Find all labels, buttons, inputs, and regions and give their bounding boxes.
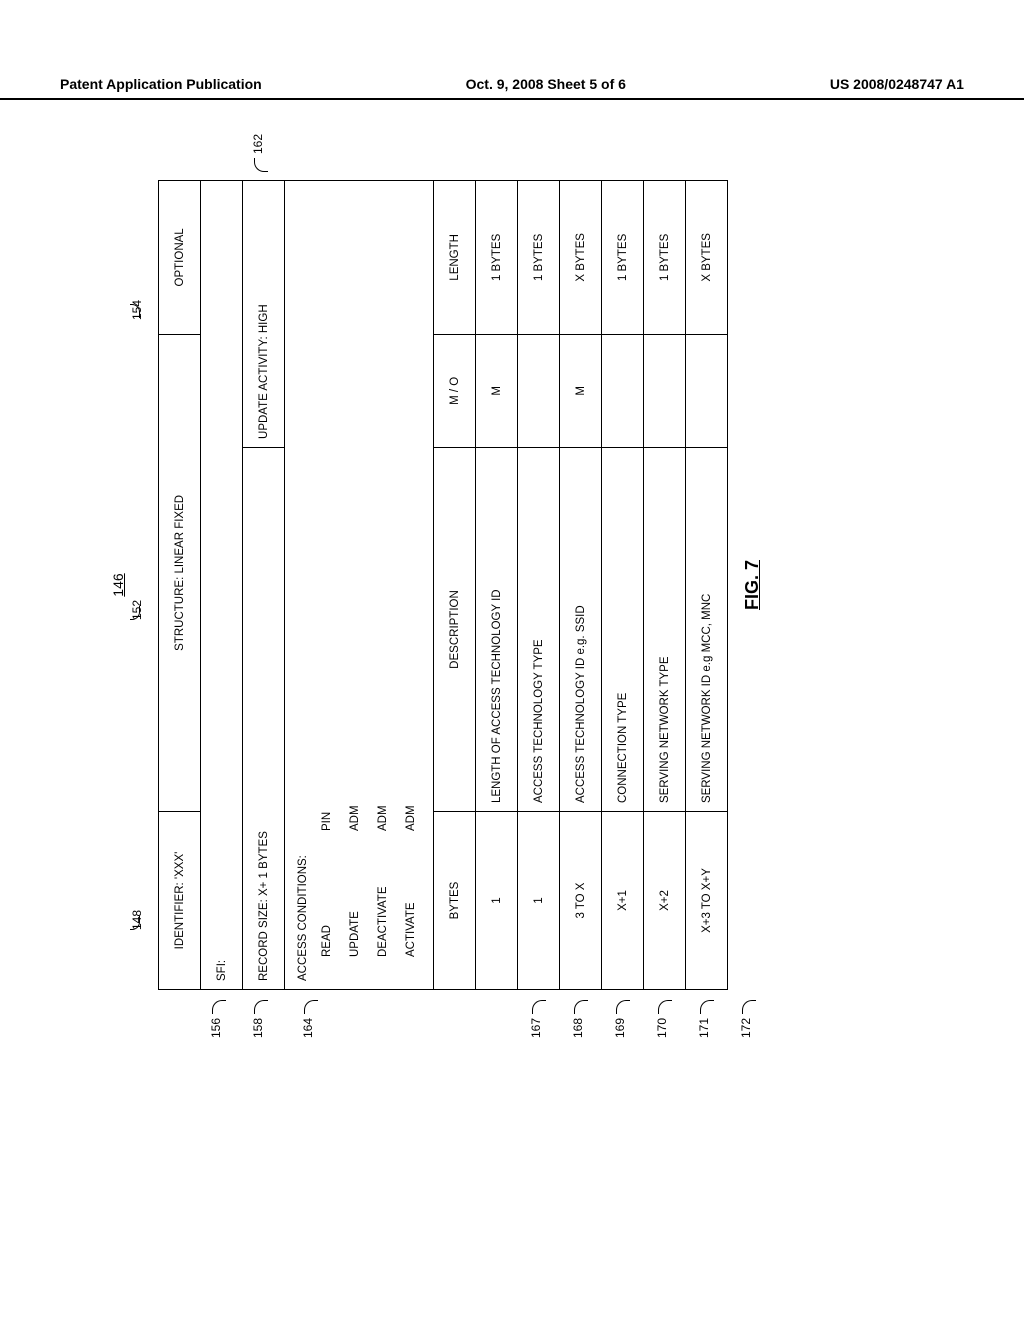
ref-172: 172 [739, 1018, 753, 1038]
figure-caption: FIG. 7 [742, 180, 763, 990]
cell-mo: M [560, 334, 602, 447]
cell-structure: STRUCTURE: LINEAR FIXED [159, 334, 201, 811]
hdr-mo: M / O [434, 334, 476, 447]
row-column-headers: BYTES DESCRIPTION M / O LENGTH [434, 181, 476, 990]
ef-table: IDENTIFIER: 'XXX' STRUCTURE: LINEAR FIXE… [158, 180, 728, 990]
access-activate-val: ADM [401, 631, 421, 831]
table-row: 1 ACCESS TECHNOLOGY TYPE 1 BYTES [518, 181, 560, 990]
ref-170: 170 [655, 1018, 669, 1038]
cell-update-activity: UPDATE ACTIVITY: HIGH [243, 181, 285, 448]
header-right: US 2008/0248747 A1 [830, 76, 964, 92]
ref-156: 156 [209, 1018, 223, 1038]
row-record-size: RECORD SIZE: X+ 1 BYTES UPDATE ACTIVITY:… [243, 181, 285, 990]
row-access-conditions: ACCESS CONDITIONS: READPIN UPDATEADM DEA… [285, 181, 434, 990]
cell-desc: SERVING NETWORK TYPE [644, 447, 686, 811]
access-read-label: READ [317, 831, 337, 981]
ref-171: 171 [697, 1018, 711, 1038]
access-title: ACCESS CONDITIONS: [293, 189, 313, 981]
hdr-bytes: BYTES [434, 812, 476, 990]
table-row: X+2 SERVING NETWORK TYPE 1 BYTES [644, 181, 686, 990]
figure-7: 146 148 152 154 156 158 164 167 168 169 … [110, 180, 763, 990]
access-update-val: ADM [345, 631, 365, 831]
ref-162: 162 [251, 134, 265, 154]
hdr-description: DESCRIPTION [434, 447, 476, 811]
table-row: X+1 CONNECTION TYPE 1 BYTES [602, 181, 644, 990]
cell-bytes: X+3 TO X+Y [686, 812, 728, 990]
header-left: Patent Application Publication [60, 76, 262, 92]
cell-mo [518, 334, 560, 447]
ref-148: 148 [130, 910, 144, 930]
row-sfi: SFI: [201, 181, 243, 990]
hdr-length: LENGTH [434, 181, 476, 335]
cell-sfi: SFI: [201, 181, 243, 990]
cell-bytes: 1 [476, 812, 518, 990]
cell-bytes: 1 [518, 812, 560, 990]
row-identifier: IDENTIFIER: 'XXX' STRUCTURE: LINEAR FIXE… [159, 181, 201, 990]
ref-164: 164 [301, 1018, 315, 1038]
cell-len: 1 BYTES [602, 181, 644, 335]
cell-bytes: X+2 [644, 812, 686, 990]
figure-main-ref: 146 [110, 180, 126, 990]
ref-158: 158 [251, 1018, 265, 1038]
ref-169: 169 [613, 1018, 627, 1038]
cell-desc: ACCESS TECHNOLOGY TYPE [518, 447, 560, 811]
table-row: 3 TO X ACCESS TECHNOLOGY ID e.g. SSID M … [560, 181, 602, 990]
cell-desc: SERVING NETWORK ID e.g MCC, MNC [686, 447, 728, 811]
page-header: Patent Application Publication Oct. 9, 2… [0, 76, 1024, 100]
cell-len: X BYTES [560, 181, 602, 335]
cell-optional: OPTIONAL [159, 181, 201, 335]
table-row: X+3 TO X+Y SERVING NETWORK ID e.g MCC, M… [686, 181, 728, 990]
cell-mo [686, 334, 728, 447]
cell-len: 1 BYTES [644, 181, 686, 335]
cell-mo: M [476, 334, 518, 447]
access-read-val: PIN [317, 631, 337, 831]
access-deactivate-label: DEACTIVATE [373, 831, 393, 981]
cell-mo [644, 334, 686, 447]
cell-bytes: X+1 [602, 812, 644, 990]
cell-len: X BYTES [686, 181, 728, 335]
table-row: 1 LENGTH OF ACCESS TECHNOLOGY ID M 1 BYT… [476, 181, 518, 990]
header-center: Oct. 9, 2008 Sheet 5 of 6 [466, 76, 626, 92]
access-update-label: UPDATE [345, 831, 365, 981]
cell-desc: CONNECTION TYPE [602, 447, 644, 811]
ref-152: 152 [130, 600, 144, 620]
ref-167: 167 [529, 1018, 543, 1038]
ref-168: 168 [571, 1018, 585, 1038]
access-deactivate-val: ADM [373, 631, 393, 831]
cell-identifier: IDENTIFIER: 'XXX' [159, 812, 201, 990]
cell-len: 1 BYTES [518, 181, 560, 335]
cell-record-size: RECORD SIZE: X+ 1 BYTES [243, 447, 285, 989]
cell-bytes: 3 TO X [560, 812, 602, 990]
cell-mo [602, 334, 644, 447]
column-ref-labels: 148 152 154 [130, 180, 158, 990]
access-activate-label: ACTIVATE [401, 831, 421, 981]
cell-len: 1 BYTES [476, 181, 518, 335]
cell-desc: LENGTH OF ACCESS TECHNOLOGY ID [476, 447, 518, 811]
cell-desc: ACCESS TECHNOLOGY ID e.g. SSID [560, 447, 602, 811]
